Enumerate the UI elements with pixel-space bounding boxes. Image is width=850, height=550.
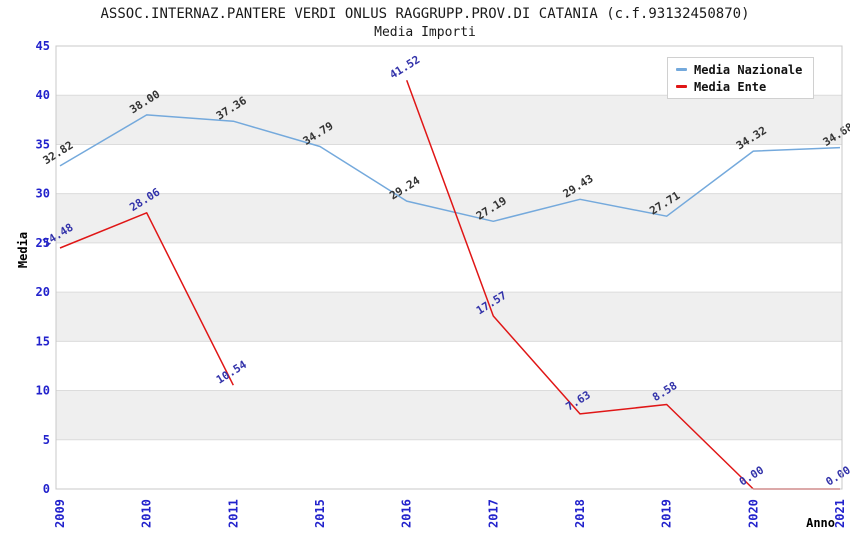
band (56, 390, 842, 440)
y-tick-label: 25 (36, 236, 50, 250)
y-tick-label: 40 (36, 88, 50, 102)
y-tick-label: 45 (36, 39, 50, 53)
chart-subtitle: Media Importi (374, 25, 476, 40)
legend-label-media-ente: Media Ente (694, 79, 767, 94)
y-tick-label: 20 (36, 285, 50, 299)
y-tick-label: 10 (36, 384, 50, 398)
legend-item-media-nazionale: Media Nazionale (676, 63, 805, 77)
x-tick-label: 2011 (226, 499, 240, 528)
y-axis-title: Media (16, 232, 30, 268)
x-tick-label: 2018 (573, 499, 587, 528)
band (56, 439, 842, 489)
legend-item-media-ente: Media Ente (676, 80, 805, 94)
x-tick-label: 2021 (833, 499, 847, 528)
legend-label-media-nazionale: Media Nazionale (694, 62, 803, 77)
band (56, 193, 842, 243)
x-tick-label: 2019 (660, 499, 674, 528)
plot-border (55, 45, 843, 490)
y-tick-label: 30 (36, 187, 50, 201)
x-tick-label: 2009 (53, 499, 67, 528)
band (56, 95, 842, 145)
nazionale-line-sample-icon (676, 68, 687, 71)
y-axis-ticks: 0 5 10 15 20 25 30 35 40 45 (36, 39, 50, 496)
band (56, 144, 842, 194)
x-axis-title: Anno (806, 516, 835, 530)
series-line (59, 212, 234, 386)
band (56, 242, 842, 293)
band (56, 292, 842, 342)
band (56, 341, 842, 391)
x-tick-label: 2017 (486, 499, 500, 528)
x-tick-label: 2010 (140, 499, 154, 528)
y-tick-label: 15 (36, 334, 50, 348)
chart-title: ASSOC.INTERNAZ.PANTERE VERDI ONLUS RAGGR… (100, 6, 750, 22)
y-tick-label: 5 (43, 433, 50, 447)
y-tick-label: 0 (43, 482, 50, 496)
plot-bands (56, 46, 842, 489)
x-tick-label: 2020 (746, 499, 760, 528)
x-tick-label: 2016 (400, 499, 414, 528)
legend: Media Nazionale Media Ente (667, 57, 814, 99)
series-line (59, 114, 841, 223)
x-axis-ticks: 2009 2010 2011 2015 2016 2017 2018 2019 2020 2021 (53, 499, 847, 528)
y-tick-label: 35 (36, 137, 50, 151)
ente-line-sample-icon (676, 85, 687, 88)
x-tick-label: 2015 (313, 499, 327, 528)
